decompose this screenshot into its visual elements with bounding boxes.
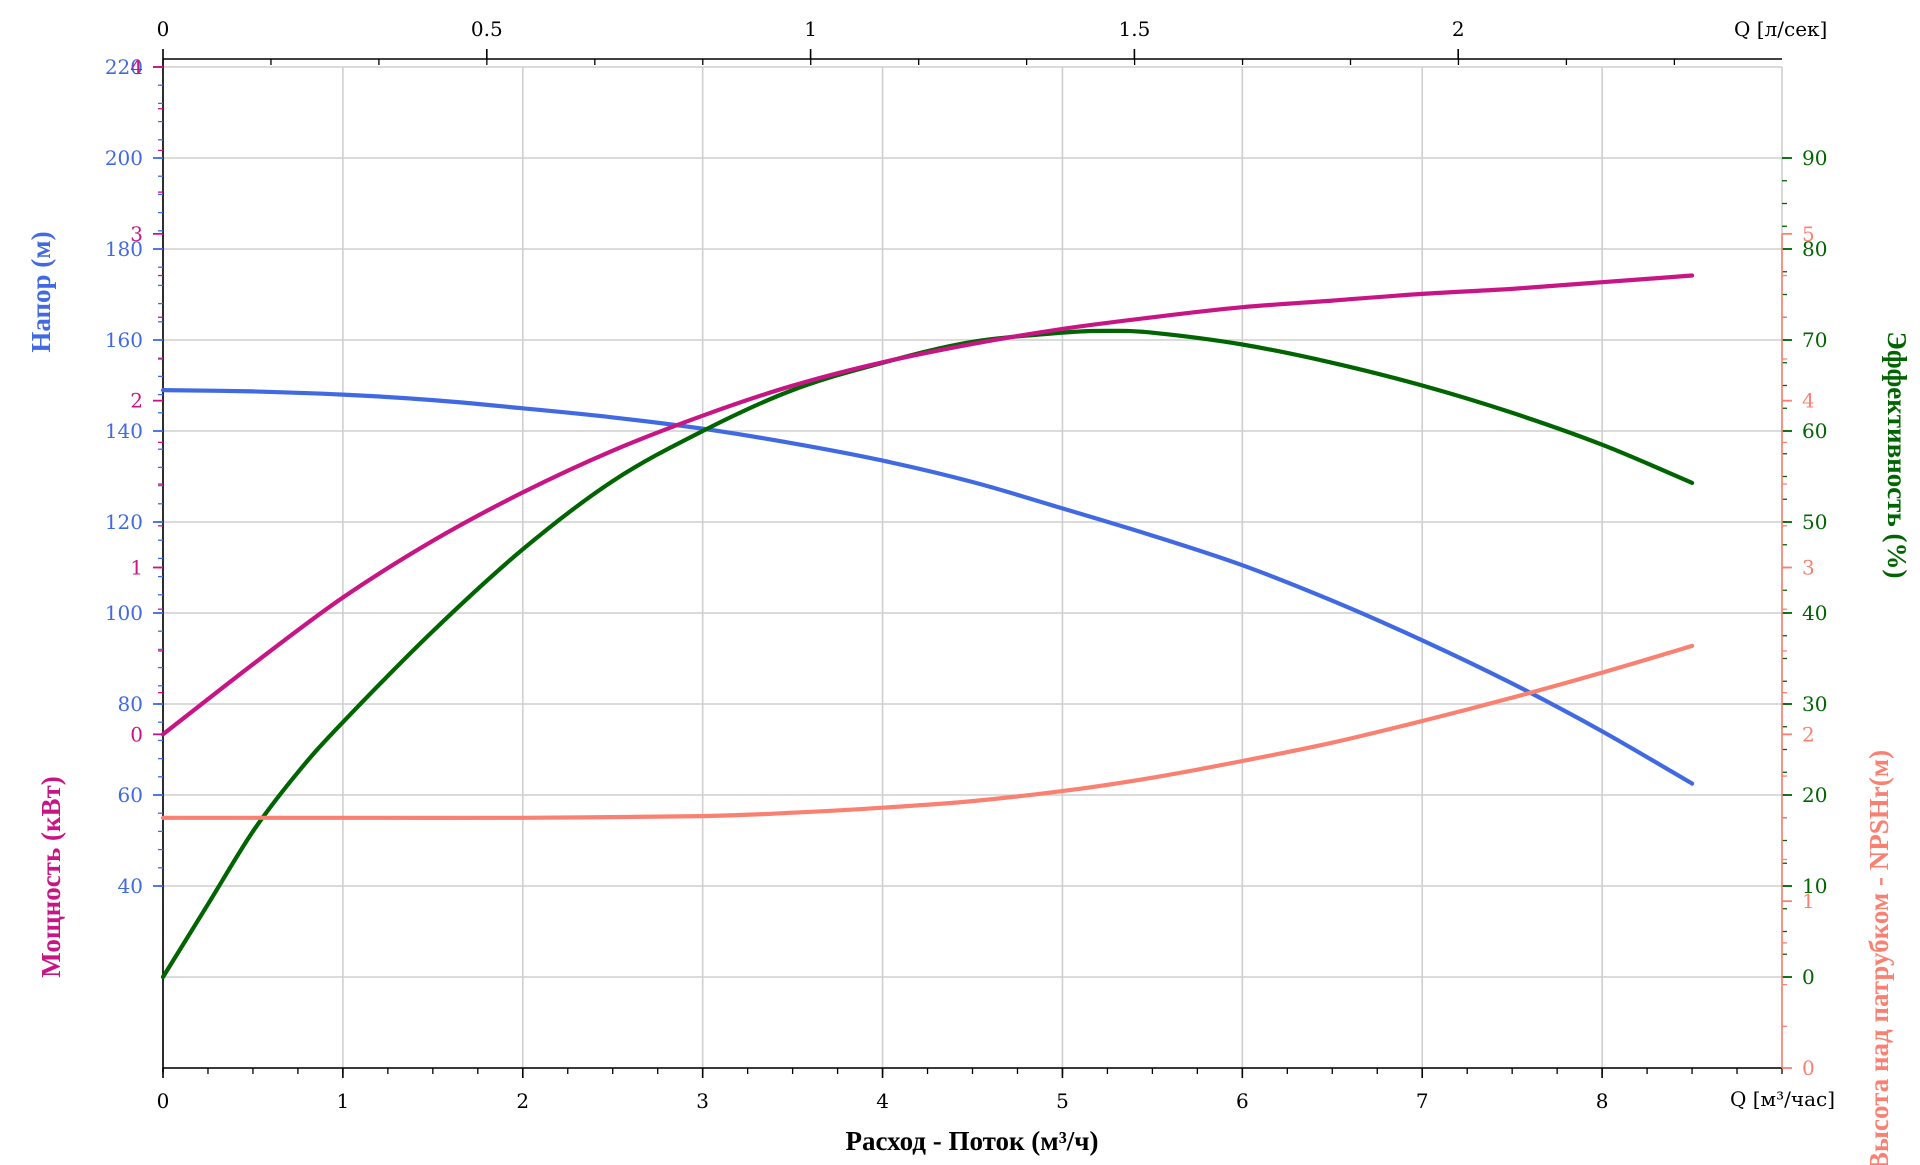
head-tick-label: 200 <box>105 146 143 170</box>
x-tick-label: 5 <box>1056 1089 1069 1113</box>
head-tick-label: 80 <box>118 692 143 716</box>
head-axis-title: Напор (м) <box>26 231 56 352</box>
efficiency-tick-label: 60 <box>1802 419 1827 443</box>
x-tick-label: 4 <box>876 1089 889 1113</box>
labels: 0 1 2 3 4 5 6 7 80 0.5 1 1.5 24060801001201401601802… <box>105 17 1828 1113</box>
x-tick-label: 8 <box>1596 1089 1609 1113</box>
npsh-curve <box>160 643 1695 820</box>
head-tick-label: 160 <box>105 328 143 352</box>
power-axis-title: Мощность (кВт) <box>36 776 66 978</box>
npsh-tick-label: 5 <box>1802 222 1815 246</box>
x-tick-label: 7 <box>1416 1089 1429 1113</box>
efficiency-curve <box>160 328 1695 980</box>
efficiency-tick-label: 90 <box>1802 146 1827 170</box>
efficiency-tick-label: 20 <box>1802 783 1827 807</box>
efficiency-axis-title: Эффективность (%) <box>1882 332 1912 579</box>
head-tick-label: 220 <box>105 55 143 79</box>
top-tick-label: 2 <box>1452 17 1465 41</box>
npsh-tick-label: 0 <box>1802 1056 1815 1080</box>
power-tick-label: 1 <box>130 556 143 580</box>
head-tick-label: 40 <box>118 874 143 898</box>
power-tick-label: 2 <box>130 389 143 413</box>
x-axis-title: Расход - Поток (м³/ч) <box>845 1126 1098 1156</box>
npsh-tick-label: 1 <box>1802 889 1815 913</box>
x-axis-unit-label: Q [м³/час] <box>1730 1087 1835 1111</box>
npsh-tick-label: 2 <box>1802 722 1815 746</box>
head-tick-label: 100 <box>105 601 143 625</box>
x-tick-label: 2 <box>516 1089 529 1113</box>
power-tick-label: 0 <box>130 722 143 746</box>
x-tick-label: 3 <box>696 1089 709 1113</box>
x-tick-label: 0 <box>157 1089 170 1113</box>
axes <box>153 49 1792 1078</box>
efficiency-tick-label: 10 <box>1802 874 1827 898</box>
power-tick-label: 4 <box>130 55 143 79</box>
head-tick-label: 120 <box>105 510 143 534</box>
x-tick-label: 6 <box>1236 1089 1249 1113</box>
power-curve <box>160 273 1695 737</box>
efficiency-tick-label: 70 <box>1802 328 1827 352</box>
efficiency-tick-label: 80 <box>1802 237 1827 261</box>
grid <box>162 66 1783 1069</box>
head-tick-label: 60 <box>118 783 143 807</box>
x-tick-label: 1 <box>337 1089 350 1113</box>
npsh-axis-title: Высота над патрубком - NPSHr(м) <box>1864 750 1894 1165</box>
efficiency-tick-label: 50 <box>1802 510 1827 534</box>
efficiency-tick-label: 0 <box>1802 965 1815 989</box>
top-tick-label: 1 <box>804 17 817 41</box>
top-tick-label: 0 <box>157 17 170 41</box>
head-tick-label: 140 <box>105 419 143 443</box>
npsh-tick-label: 4 <box>1802 389 1815 413</box>
efficiency-tick-label: 30 <box>1802 692 1827 716</box>
head-tick-label: 180 <box>105 237 143 261</box>
efficiency-tick-label: 40 <box>1802 601 1827 625</box>
npsh-tick-label: 3 <box>1802 556 1815 580</box>
top-tick-label: 0.5 <box>471 17 503 41</box>
curves <box>160 273 1695 980</box>
power-tick-label: 3 <box>130 222 143 246</box>
head-curve <box>160 388 1695 786</box>
top-axis-unit-label: Q [л/сек] <box>1734 17 1827 41</box>
top-tick-label: 1.5 <box>1118 17 1150 41</box>
